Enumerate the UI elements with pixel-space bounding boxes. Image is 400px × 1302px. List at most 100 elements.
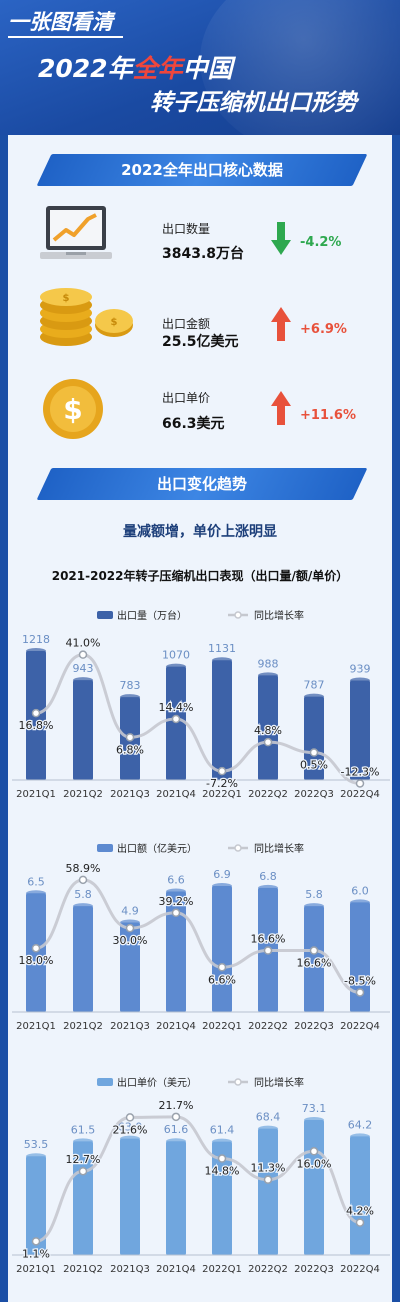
growth-point	[263, 737, 273, 747]
x-tick-label: 2021Q2	[63, 789, 103, 800]
growth-point	[309, 748, 319, 757]
growth-point	[217, 766, 227, 776]
bar	[258, 675, 278, 780]
kicker-underline	[8, 36, 123, 38]
growth-point	[78, 875, 88, 885]
bar-cap	[350, 1133, 370, 1140]
legend-line-label: 同比增长率	[254, 1076, 304, 1089]
bar	[258, 1128, 278, 1255]
growth-label: 16.8%	[19, 719, 54, 732]
legend-bar-swatch	[97, 1078, 113, 1086]
growth-point	[78, 1166, 88, 1176]
bar	[212, 886, 232, 1012]
growth-point	[217, 1154, 227, 1163]
bar-cap	[212, 1138, 232, 1145]
growth-label: -8.5%	[344, 974, 376, 987]
bar-cap	[304, 903, 324, 910]
growth-point	[355, 1218, 365, 1227]
dollar-coin-icon: $	[43, 379, 103, 439]
x-tick-label: 2021Q1	[16, 789, 56, 800]
bar-cap	[166, 888, 186, 895]
legend-bar-label: 出口量（万台）	[117, 609, 187, 622]
title-prefix: 2022年	[38, 54, 133, 83]
x-tick-label: 2021Q1	[16, 1264, 56, 1275]
growth-label: 16.6%	[297, 957, 332, 970]
bar-value-label: 68.4	[256, 1111, 281, 1124]
coins-icon: $ $	[40, 288, 133, 346]
growth-point	[171, 714, 181, 724]
growth-point	[355, 988, 365, 997]
bar-cap	[350, 677, 370, 684]
x-tick-label: 2022Q1	[202, 789, 242, 800]
kpi-amount-change: +6.9%	[300, 322, 347, 337]
bar-value-label: 61.5	[71, 1123, 96, 1136]
growth-point	[171, 908, 181, 918]
growth-label: -12.3%	[341, 765, 380, 778]
kpi-quantity-label: 出口数量	[162, 222, 211, 236]
x-tick-label: 2021Q1	[16, 1021, 56, 1032]
x-tick-label: 2022Q2	[248, 1021, 288, 1032]
growth-label: 16.0%	[297, 1157, 332, 1170]
growth-label: 58.9%	[66, 862, 101, 875]
x-tick-label: 2022Q4	[340, 1264, 380, 1275]
bar-cap	[120, 919, 140, 926]
laptop-chart-icon	[40, 206, 112, 259]
kicker-text: 一张图看清	[8, 10, 113, 34]
bar-value-label: 787	[304, 679, 325, 692]
kpi-amount-label: 出口金额	[162, 317, 211, 331]
bar-value-label: 4.9	[121, 905, 139, 918]
growth-label: -7.2%	[206, 777, 238, 790]
x-tick-label: 2021Q4	[156, 789, 196, 800]
bar	[26, 1156, 46, 1255]
bar-value-label: 6.8	[259, 870, 277, 883]
bar	[120, 922, 140, 1012]
bar-value-label: 783	[120, 679, 141, 692]
growth-label: 16.6%	[251, 933, 286, 946]
growth-point	[217, 963, 227, 972]
up-arrow-icon	[271, 307, 291, 341]
legend-bar-swatch	[97, 844, 113, 852]
growth-point	[309, 1147, 319, 1156]
title-line-2: 转子压缩机出口形势	[150, 90, 357, 116]
bar	[166, 1141, 186, 1255]
growth-point	[31, 1237, 41, 1246]
bar-cap	[73, 677, 93, 684]
bar-value-label: 53.5	[24, 1138, 49, 1151]
bar-cap	[166, 663, 186, 670]
kpi-price-label: 出口单价	[162, 391, 211, 405]
legend-line-label: 同比增长率	[254, 842, 304, 855]
bar-value-label: 988	[258, 657, 279, 670]
charts-title: 2021-2022年转子压缩机出口表现（出口量/额/单价）	[51, 569, 349, 583]
x-tick-label: 2021Q4	[156, 1264, 196, 1275]
growth-label: 39.2%	[159, 895, 194, 908]
bar-cap	[304, 1117, 324, 1123]
bar-cap	[26, 648, 46, 654]
bar	[73, 906, 93, 1012]
x-tick-label: 2021Q2	[63, 1021, 103, 1032]
section2-subtitle: 量减额增，单价上涨明显	[123, 524, 277, 540]
x-tick-label: 2021Q2	[63, 1264, 103, 1275]
growth-point	[31, 708, 41, 718]
growth-label: 12.7%	[66, 1153, 101, 1166]
bar	[120, 1138, 140, 1255]
x-tick-label: 2022Q1	[202, 1021, 242, 1032]
growth-label: 21.7%	[159, 1099, 194, 1112]
legend-bar-label: 出口单价（美元）	[117, 1076, 197, 1089]
bar-cap	[120, 694, 140, 701]
bar-value-label: 6.6	[167, 873, 185, 886]
bar	[212, 660, 232, 780]
kpi-price-value: 66.3美元	[162, 416, 225, 432]
growth-label: 1.1%	[22, 1247, 50, 1260]
title-line-1: 2022年全年中国	[38, 49, 233, 85]
growth-point	[355, 779, 365, 788]
growth-point	[125, 733, 135, 742]
bar-value-label: 5.8	[74, 888, 92, 901]
title-suffix: 中国	[182, 54, 233, 83]
svg-text:$: $	[63, 393, 82, 426]
bar	[166, 891, 186, 1012]
bar	[212, 1141, 232, 1255]
x-tick-label: 2021Q3	[110, 1264, 150, 1275]
x-tick-label: 2021Q4	[156, 1021, 196, 1032]
up-arrow-icon	[271, 391, 291, 425]
